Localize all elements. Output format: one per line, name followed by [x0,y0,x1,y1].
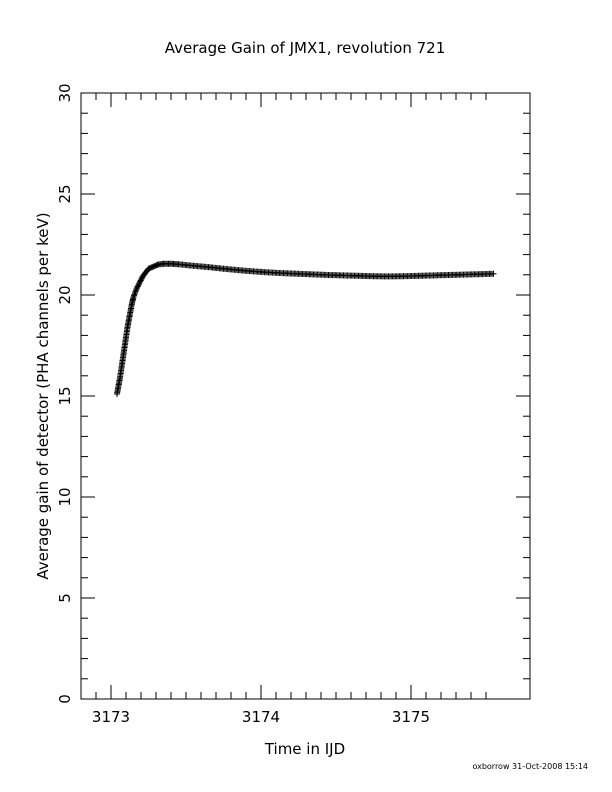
data-points [114,260,497,397]
y-tick-label: 20 [56,285,74,304]
x-tick-label: 3175 [392,708,430,726]
y-tick-label: 15 [56,386,74,405]
y-tick-label: 10 [56,487,74,506]
y-tick-label: 0 [56,694,74,704]
x-axis-label: Time in IJD [264,740,345,758]
chart-title: Average Gain of JMX1, revolution 721 [165,39,446,57]
footer-stamp: oxborrow 31-Oct-2008 15:14 [472,762,588,771]
y-tick-label: 25 [56,184,74,203]
data-point [490,270,497,277]
x-tick-label: 3173 [92,708,130,726]
y-tick-label: 30 [56,83,74,102]
y-tick-label: 5 [56,593,74,603]
plot-frame [80,92,531,700]
axis-ticks: 0 5 10 15 20 25 30 3173 3174 3175 [56,83,530,726]
x-tick-label: 3174 [242,708,280,726]
y-axis-label: Average gain of detector (PHA channels p… [34,212,52,579]
